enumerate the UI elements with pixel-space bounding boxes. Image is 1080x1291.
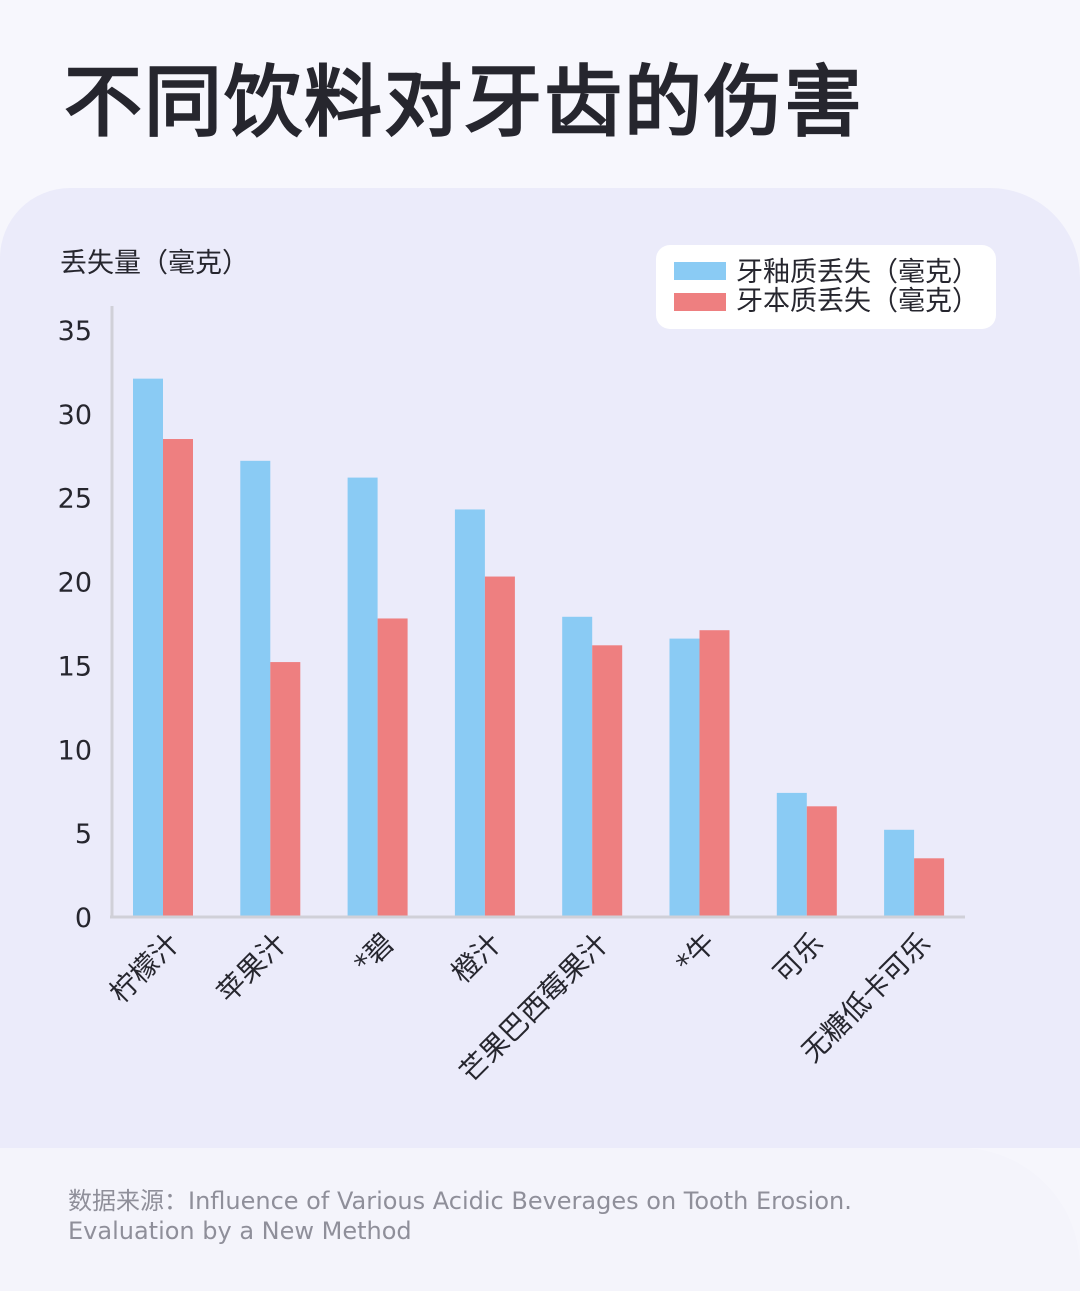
bar-enamel-6 xyxy=(776,792,807,917)
x-tick-label: 橙汁 xyxy=(445,927,508,990)
bar-dentin-6 xyxy=(806,806,837,917)
y-tick-label: 0 xyxy=(75,903,92,934)
bar-enamel-2 xyxy=(347,477,378,917)
bar-enamel-7 xyxy=(884,829,915,917)
source-note: 数据来源：Influence of Various Acidic Beverag… xyxy=(68,1187,852,1245)
bar-dentin-7 xyxy=(914,858,945,917)
legend-swatch-dentin xyxy=(674,293,726,311)
legend: 牙釉质丢失（毫克） 牙本质丢失（毫克） xyxy=(656,245,996,329)
y-tick-label: 30 xyxy=(58,400,92,431)
bars xyxy=(133,378,945,917)
x-tick-label: 可乐 xyxy=(767,927,830,990)
x-tick-label: 苹果汁 xyxy=(211,927,294,1010)
bar-enamel-5 xyxy=(669,638,700,917)
x-tick-label: *碧 xyxy=(348,927,401,980)
y-tick-label: 25 xyxy=(58,484,92,515)
y-tick-label: 20 xyxy=(58,568,92,599)
legend-background xyxy=(656,245,996,329)
bar-dentin-3 xyxy=(484,576,515,917)
x-tick-label: *牛 xyxy=(669,927,722,980)
y-axis-label: 丢失量（毫克） xyxy=(60,248,249,279)
bar-enamel-0 xyxy=(133,378,163,917)
y-axis-ticks: 0 5 10 15 20 25 30 35 xyxy=(58,316,92,934)
bar-dentin-1 xyxy=(270,662,301,917)
legend-label-enamel: 牙釉质丢失（毫克） xyxy=(736,257,979,288)
bar-enamel-1 xyxy=(240,460,271,917)
legend-label-dentin: 牙本质丢失（毫克） xyxy=(736,286,979,317)
page-title: 不同饮料对牙齿的伤害 xyxy=(64,58,865,148)
y-tick-label: 35 xyxy=(58,316,92,347)
legend-swatch-enamel xyxy=(674,262,726,280)
bar-dentin-2 xyxy=(377,618,408,917)
footer-panel xyxy=(0,1148,1080,1291)
bar-dentin-4 xyxy=(592,645,623,917)
bar-dentin-5 xyxy=(699,630,730,917)
header-background xyxy=(0,0,1080,200)
y-tick-label: 10 xyxy=(58,735,92,766)
y-tick-label: 5 xyxy=(75,819,92,850)
bar-enamel-4 xyxy=(562,616,593,917)
y-tick-label: 15 xyxy=(58,651,92,682)
bar-dentin-0 xyxy=(163,439,193,917)
bar-enamel-3 xyxy=(454,509,485,917)
x-tick-label: 柠檬汁 xyxy=(103,927,186,1010)
